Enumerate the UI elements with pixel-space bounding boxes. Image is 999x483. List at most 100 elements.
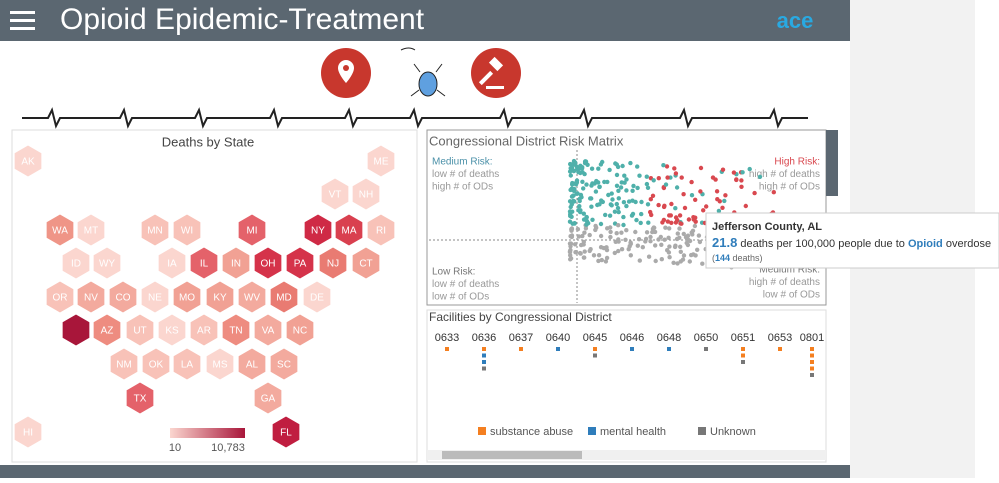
scrollbar[interactable] <box>427 450 826 460</box>
map-title: Deaths by State <box>162 134 255 149</box>
state-hex[interactable] <box>221 313 251 347</box>
risk-dot <box>574 191 579 196</box>
risk-dot <box>587 248 592 254</box>
quadrant-label: high # of ODs <box>759 182 820 193</box>
state-hex[interactable] <box>45 213 75 247</box>
risk-dot <box>628 240 633 245</box>
risk-dot <box>722 198 727 204</box>
state-hex[interactable] <box>366 144 396 178</box>
mascot <box>400 47 446 97</box>
state-hex[interactable] <box>189 313 219 347</box>
risk-dot <box>593 189 599 194</box>
state-hex[interactable] <box>13 415 43 449</box>
state-hex[interactable] <box>237 280 267 314</box>
state-hex[interactable] <box>172 213 202 247</box>
state-hex[interactable] <box>285 313 315 347</box>
quadrant-label: low # of ODs <box>432 292 489 303</box>
facility-marker <box>593 353 597 358</box>
state-label: MS <box>213 360 228 371</box>
state-hex[interactable] <box>318 246 348 280</box>
state-hex[interactable] <box>140 213 170 247</box>
risk-dot <box>675 231 680 236</box>
state-hex[interactable] <box>285 246 315 280</box>
state-label: MN <box>147 226 163 237</box>
state-hex[interactable] <box>92 313 122 347</box>
state-hex[interactable] <box>141 347 171 381</box>
state-hex[interactable] <box>269 280 299 314</box>
risk-dot <box>572 187 577 192</box>
state-hex[interactable] <box>269 347 299 381</box>
risk-dot <box>584 182 589 187</box>
risk-dot <box>612 209 618 214</box>
district-code: 0648 <box>657 332 681 344</box>
risk-dot <box>639 211 644 217</box>
toolbar[interactable] <box>826 130 838 196</box>
risk-dot <box>739 178 744 183</box>
menu-icon[interactable] <box>10 11 35 30</box>
state-hex[interactable] <box>189 246 219 280</box>
gavel-button[interactable] <box>471 48 521 98</box>
risk-dot <box>645 202 651 207</box>
quadrant-label: Medium Risk: <box>432 157 493 168</box>
state-hex[interactable] <box>271 415 301 449</box>
state-hex[interactable] <box>125 381 155 415</box>
state-hex[interactable] <box>157 246 187 280</box>
state-label: CO <box>116 293 131 304</box>
risk-dot <box>689 193 695 198</box>
state-hex[interactable] <box>140 280 170 314</box>
state-hex[interactable] <box>334 213 364 247</box>
state-hex[interactable] <box>76 213 106 247</box>
risk-dot <box>689 252 694 258</box>
legend-swatch <box>588 427 596 435</box>
state-label: LA <box>181 360 194 371</box>
state-hex[interactable] <box>351 246 381 280</box>
state-hex[interactable] <box>253 246 283 280</box>
state-hex[interactable] <box>320 177 350 211</box>
risk-dot <box>581 242 586 247</box>
state-hex[interactable] <box>109 347 139 381</box>
state-hex[interactable] <box>253 313 283 347</box>
risk-dot <box>663 225 668 230</box>
state-hex[interactable] <box>302 280 332 314</box>
state-label: MA <box>342 226 357 237</box>
risk-dot <box>580 179 585 184</box>
risk-dot <box>666 250 672 255</box>
state-hex[interactable] <box>351 177 381 211</box>
risk-dot <box>644 230 650 235</box>
risk-dot <box>621 222 626 228</box>
risk-dot <box>624 228 629 233</box>
state-hex[interactable] <box>172 347 202 381</box>
risk-dot <box>687 259 692 264</box>
header-bar <box>0 0 850 41</box>
state-hex[interactable] <box>92 246 122 280</box>
risk-dot <box>567 169 573 174</box>
state-hex[interactable] <box>61 246 91 280</box>
state-hex[interactable] <box>108 280 138 314</box>
risk-dot <box>644 174 649 179</box>
legend-label: Unknown <box>710 426 756 438</box>
state-hex[interactable] <box>45 280 75 314</box>
state-hex[interactable] <box>172 280 202 314</box>
state-hex[interactable] <box>221 246 251 280</box>
state-hex[interactable] <box>125 313 155 347</box>
state-hex[interactable] <box>253 381 283 415</box>
risk-dot <box>569 233 575 238</box>
state-hex[interactable] <box>61 313 91 347</box>
state-hex[interactable] <box>205 280 235 314</box>
state-hex[interactable] <box>205 347 235 381</box>
state-hex[interactable] <box>303 213 333 247</box>
district-code: 0640 <box>546 332 570 344</box>
facility-marker <box>519 347 523 351</box>
state-label: NE <box>148 293 162 304</box>
risk-dot <box>664 164 670 169</box>
state-hex[interactable] <box>366 213 396 247</box>
state-hex[interactable] <box>237 347 267 381</box>
risk-dot <box>685 242 691 248</box>
risk-dot <box>575 227 581 232</box>
scroll-thumb[interactable] <box>442 451 582 459</box>
state-hex[interactable] <box>237 213 267 247</box>
state-hex[interactable] <box>157 313 187 347</box>
state-hex[interactable] <box>76 280 106 314</box>
state-label: UT <box>133 326 146 337</box>
state-hex[interactable] <box>13 144 43 178</box>
